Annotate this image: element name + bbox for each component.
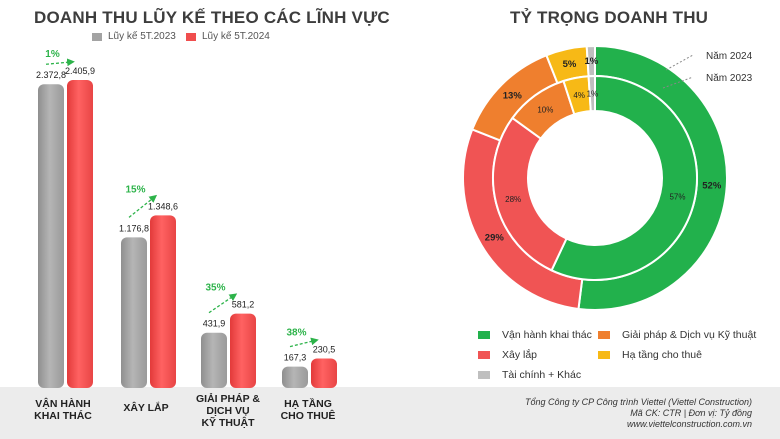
category-label-3: HẠ TẦNG CHO THUÊ — [280, 398, 336, 422]
pie-legend-label-1: Xây lắp — [502, 349, 538, 361]
slice-label-2024-4: 1% — [584, 56, 598, 67]
bar-value-label-2024-3: 230,5 — [313, 344, 336, 354]
bar-chart: 2.372,82.405,9 1% 1.176,8 1.348,615% 431,9 58… — [36, 49, 337, 388]
bar-2023-1 — [121, 237, 147, 388]
bar-2024-3 — [311, 358, 337, 388]
slice-label-2023-0: 57% — [669, 192, 685, 201]
donut-chart: 52%29%13%5% 1%57%28%10%4% 1% Năm 2024 Năm … — [462, 44, 753, 311]
growth-label-2: 35% — [205, 283, 225, 294]
bar-2023-2 — [201, 332, 227, 388]
bar-2023-3 — [282, 366, 308, 388]
slice-label-2023-4: 1% — [587, 90, 599, 99]
pie-legend-swatch-0 — [478, 331, 490, 339]
pie-legend-swatch-2 — [598, 331, 610, 339]
pie-legend-swatch-3 — [598, 351, 610, 359]
category-label-1: XÂY LẮP — [123, 402, 169, 414]
pie-legend-1: Xây lắp — [478, 349, 537, 361]
legend-swatch-2023 — [92, 32, 102, 41]
slice-label-2023-3: 4% — [573, 91, 585, 100]
slice-label-2024-0: 52% — [702, 180, 722, 191]
footer-company: Tổng Công ty CP Công trình Viettel (Viet… — [525, 397, 752, 407]
bar-value-label-2024-0: 2.405,9 — [65, 66, 95, 76]
footer-code: Mã CK: CTR | Đơn vị: Tỷ đồng — [630, 408, 752, 418]
bar-value-label-2024-1: 1.348,6 — [148, 201, 178, 211]
pie-legend-label-0: Vận hành khai thác — [502, 329, 592, 341]
growth-label-1: 15% — [125, 184, 145, 195]
slice-2023-0 — [550, 74, 698, 281]
pie-legend-3: Hạ tầng cho thuê — [598, 349, 702, 361]
pie-legend-2: Giải pháp & Dịch vụ Kỹ thuật — [598, 329, 756, 341]
growth-arrow-2 — [208, 293, 238, 314]
growth-arrow-3 — [289, 337, 319, 348]
pie-chart-title: TỶ TRỌNG DOANH THU — [510, 8, 709, 27]
legend-label-2023: Lũy kế 5T.2023 — [108, 31, 176, 42]
slice-2023-4 — [587, 74, 596, 113]
leader-line-2024 — [665, 54, 694, 71]
category-label-2: GIẢI PHÁP & DỊCH VỤ KỸ THUẬT — [196, 393, 260, 429]
legend-swatch-2024 — [186, 32, 196, 41]
growth-arrow-0 — [45, 58, 75, 67]
ring-label-2024: Năm 2024 — [706, 51, 753, 62]
pie-legend-swatch-1 — [478, 351, 490, 359]
pie-legend-label-2: Giải pháp & Dịch vụ Kỹ thuật — [622, 329, 757, 341]
pie-legend-swatch-4 — [478, 371, 490, 379]
bar-value-label-2023-3: 167,3 — [284, 353, 307, 363]
category-label-0: VẬN HÀNH KHAI THÁC — [34, 398, 92, 422]
ring-label-2023: Năm 2023 — [706, 73, 753, 84]
bar-value-label-2023-2: 431,9 — [203, 319, 226, 329]
slice-label-2023-1: 28% — [505, 195, 521, 204]
bar-2024-2 — [230, 313, 256, 388]
slice-label-2024-3: 5% — [563, 59, 577, 70]
slice-label-2023-2: 10% — [537, 106, 553, 115]
bar-value-label-2023-1: 1.176,8 — [119, 223, 149, 233]
bar-2024-1 — [150, 215, 176, 388]
bar-2023-0 — [38, 84, 64, 388]
bar-2024-0 — [67, 80, 93, 388]
legend-label-2024: Lũy kế 5T.2024 — [202, 31, 270, 42]
category-band — [0, 387, 780, 439]
pie-legend-4: Tài chính + Khác — [478, 369, 581, 381]
bar-value-label-2024-2: 581,2 — [232, 300, 255, 310]
legend-2024: Lũy kế 5T.2024 — [186, 31, 270, 42]
footer-website: www.viettelconstruction.com.vn — [626, 419, 752, 429]
bar-value-label-2023-0: 2.372,8 — [36, 70, 66, 80]
growth-label-3: 38% — [286, 327, 306, 338]
legend-2023: Lũy kế 5T.2023 — [92, 31, 176, 42]
bar-chart-title: DOANH THU LŨY KẾ THEO CÁC LĨNH VỰC — [34, 8, 390, 27]
growth-label-0: 1% — [45, 49, 60, 60]
growth-arrow-1 — [128, 194, 158, 218]
leader-line-2023 — [662, 76, 694, 89]
pie-legend-0: Vận hành khai thác — [478, 329, 592, 341]
pie-legend-label-3: Hạ tầng cho thuê — [622, 349, 702, 361]
slice-label-2024-1: 29% — [485, 233, 505, 244]
slice-label-2024-2: 13% — [503, 90, 523, 101]
pie-legend-label-4: Tài chính + Khác — [502, 369, 582, 381]
